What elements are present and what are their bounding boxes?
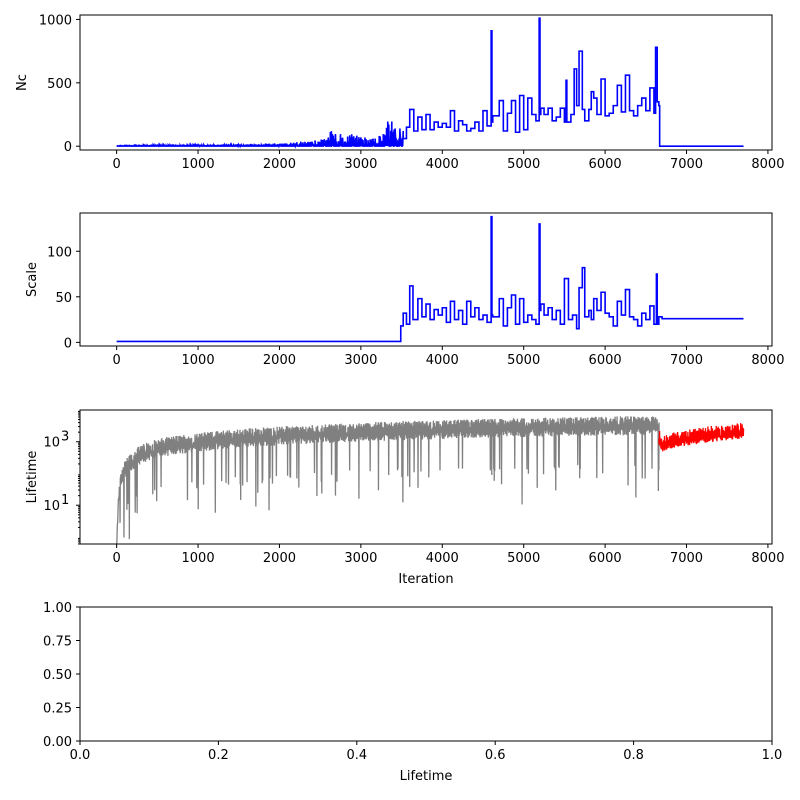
scale-xtick-label: 8000 xyxy=(751,353,784,368)
empty-ytick-label: 0.25 xyxy=(43,702,72,717)
empty-ytick-label: 1.00 xyxy=(43,601,72,616)
lifetime-ytick-label: 10 xyxy=(43,499,60,514)
nc-xtick-label: 0 xyxy=(112,157,120,172)
nc-xtick-label: 1000 xyxy=(182,157,215,172)
lifetime-xtick-label: 8000 xyxy=(751,551,784,566)
nc-xtick-label: 2000 xyxy=(263,157,296,172)
empty-xlabel: Lifetime xyxy=(400,769,453,784)
scale-xtick-label: 3000 xyxy=(344,353,377,368)
nc-xtick-label: 4000 xyxy=(426,157,459,172)
scale-ytick-label: 0 xyxy=(64,336,72,351)
scale-ytick-label: 100 xyxy=(47,245,72,260)
lifetime-xtick-label: 5000 xyxy=(507,551,540,566)
empty-axes-frame xyxy=(79,606,773,742)
lifetime-xtick-label: 0 xyxy=(112,551,120,566)
empty-xtick-label: 0.0 xyxy=(70,748,91,763)
nc-xtick-label: 7000 xyxy=(670,157,703,172)
nc-xtick-label: 5000 xyxy=(507,157,540,172)
scale-xtick-label: 2000 xyxy=(263,353,296,368)
empty-ytick-label: 0.50 xyxy=(43,668,72,683)
lifetime-xtick-label: 6000 xyxy=(589,551,622,566)
nc-xtick-label: 8000 xyxy=(751,157,784,172)
scale-ylabel: Scale xyxy=(25,262,40,297)
scale-axes-frame xyxy=(79,212,773,347)
scale-xtick-label: 0 xyxy=(112,353,120,368)
scale-xtick-label: 6000 xyxy=(589,353,622,368)
nc-xtick-label: 6000 xyxy=(589,157,622,172)
lifetime-xtick-label: 2000 xyxy=(263,551,296,566)
nc-xtick-label: 3000 xyxy=(344,157,377,172)
nc-ytick-label: 0 xyxy=(64,140,72,155)
empty-xtick-label: 0.8 xyxy=(623,748,644,763)
nc-series-0 xyxy=(116,17,744,150)
nc-ytick-label: 1000 xyxy=(39,13,72,28)
scale-xtick-label: 7000 xyxy=(670,353,703,368)
lifetime-xtick-label: 4000 xyxy=(426,551,459,566)
scale-series-0 xyxy=(116,215,744,343)
nc-ytick-label: 500 xyxy=(47,77,72,92)
lifetime-series-0 xyxy=(115,416,660,544)
lifetime-xtick-label: 3000 xyxy=(344,551,377,566)
lifetime-ytick-exponent: 3 xyxy=(61,430,69,445)
panel-nc: 0 1000 2000 3000 4000 5000 6000 7000 8000 0 500 100… xyxy=(15,13,784,172)
lifetime-ytick-label: 10 xyxy=(43,436,60,451)
panel-scale: 0 1000 2000 3000 4000 5000 6000 7000 8000 0 50 100 S… xyxy=(25,212,784,368)
empty-xtick-label: 0.4 xyxy=(346,748,367,763)
empty-xtick-label: 0.2 xyxy=(208,748,229,763)
nc-ylabel: Nc xyxy=(15,74,30,91)
empty-xtick-label: 0.6 xyxy=(485,748,506,763)
scale-xtick-label: 1000 xyxy=(182,353,215,368)
lifetime-xtick-label: 1000 xyxy=(182,551,215,566)
lifetime-ytick-exponent: 1 xyxy=(61,493,69,508)
scale-ytick-label: 50 xyxy=(55,291,72,306)
lifetime-xlabel: Iteration xyxy=(398,572,453,587)
lifetime-series-1 xyxy=(658,423,745,452)
empty-ytick-label: 0.00 xyxy=(43,735,72,750)
empty-xtick-label: 1.0 xyxy=(762,748,783,763)
panel-empty: 0.0 0.2 0.4 0.6 0.8 1.0 0.00 0.25 0.50 0.75 1.00 Li… xyxy=(43,601,782,784)
lifetime-ylabel: Lifetime xyxy=(25,451,40,504)
lifetime-xtick-label: 7000 xyxy=(670,551,703,566)
empty-ytick-label: 0.75 xyxy=(43,635,72,650)
scale-xtick-label: 4000 xyxy=(426,353,459,368)
scale-xtick-label: 5000 xyxy=(507,353,540,368)
